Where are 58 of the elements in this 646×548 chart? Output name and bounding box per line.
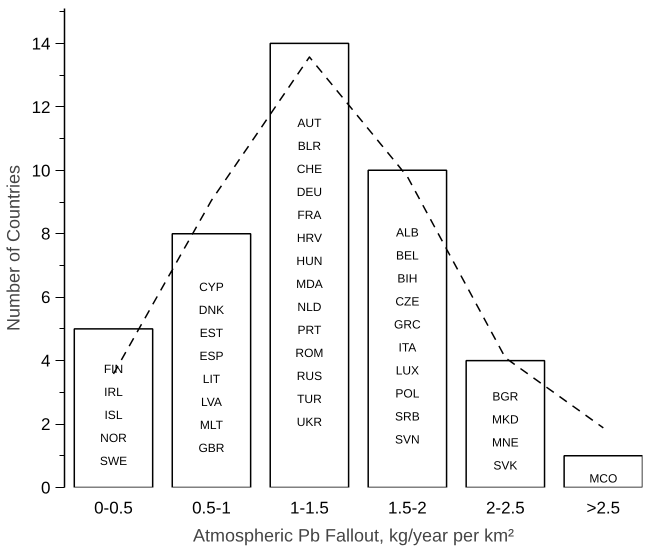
annotation: FRA <box>297 208 322 222</box>
y-tick-label: 14 <box>32 34 51 54</box>
annotation: SRB <box>395 409 420 424</box>
annotation: ALB <box>396 225 419 240</box>
annotation: LVA <box>201 395 222 410</box>
annotation: MKD <box>492 412 520 427</box>
x-tick-label: >2.5 <box>586 498 620 518</box>
annotation: HRV <box>296 230 322 245</box>
annotation: TUR <box>297 392 322 406</box>
annotation: PRT <box>298 322 322 337</box>
annotation: BLR <box>298 138 322 153</box>
annotation: DNK <box>198 303 224 318</box>
annotation: SVK <box>493 458 518 473</box>
y-axis-title: Number of Countries <box>4 164 24 332</box>
annotation: SWE <box>100 454 128 468</box>
y-tick-label: 4 <box>41 352 51 371</box>
annotation: ROM <box>295 346 324 360</box>
annotation: RUS <box>296 368 322 383</box>
annotation: MDA <box>296 276 323 291</box>
bar <box>563 455 642 488</box>
annotation: DEU <box>296 184 322 199</box>
y-tick-label: 6 <box>41 288 51 308</box>
annotation: GBR <box>198 441 225 456</box>
x-tick-label: 1.5-2 <box>388 498 427 518</box>
annotation: NOR <box>100 431 128 446</box>
annotation: CZE <box>395 294 420 308</box>
annotation: ITA <box>398 340 416 354</box>
x-tick-label: 1-1.5 <box>290 498 329 518</box>
annotation: GRC <box>394 317 422 332</box>
annotation: HUN <box>296 254 322 268</box>
x-axis-title: Atmospheric Pb Fallout, kg/year per km² <box>192 526 514 546</box>
annotation: MLT <box>200 418 224 432</box>
y-tick-label: 2 <box>41 415 51 434</box>
y-tick-label: 12 <box>32 98 51 117</box>
annotation: CYP <box>199 280 224 294</box>
annotation: NLD <box>297 300 322 314</box>
y-tick-label: 0 <box>41 478 51 498</box>
annotation: ISL <box>104 408 123 422</box>
annotation: BIH <box>397 271 418 286</box>
annotation: BEL <box>396 248 420 262</box>
x-tick-label: 0.5-1 <box>192 498 231 518</box>
annotation: AUT <box>297 116 322 130</box>
annotation: LIT <box>202 372 221 386</box>
annotation: EST <box>200 326 224 340</box>
annotation: UKR <box>296 414 322 429</box>
y-tick-label: 10 <box>32 161 51 180</box>
annotation: MCO <box>589 472 618 486</box>
annotation: ESP <box>199 349 224 364</box>
annotation: IRL <box>104 385 124 400</box>
annotation: POL <box>395 386 420 400</box>
annotation: MNE <box>492 436 519 450</box>
annotation: SVN <box>395 432 420 446</box>
annotation: LUX <box>396 363 420 378</box>
x-tick-label: 0-0.5 <box>94 498 133 518</box>
y-tick-label: 8 <box>41 224 51 244</box>
annotation: CHE <box>296 162 322 176</box>
x-tick-label: 2-2.5 <box>486 498 525 518</box>
annotation: BGR <box>492 390 519 404</box>
